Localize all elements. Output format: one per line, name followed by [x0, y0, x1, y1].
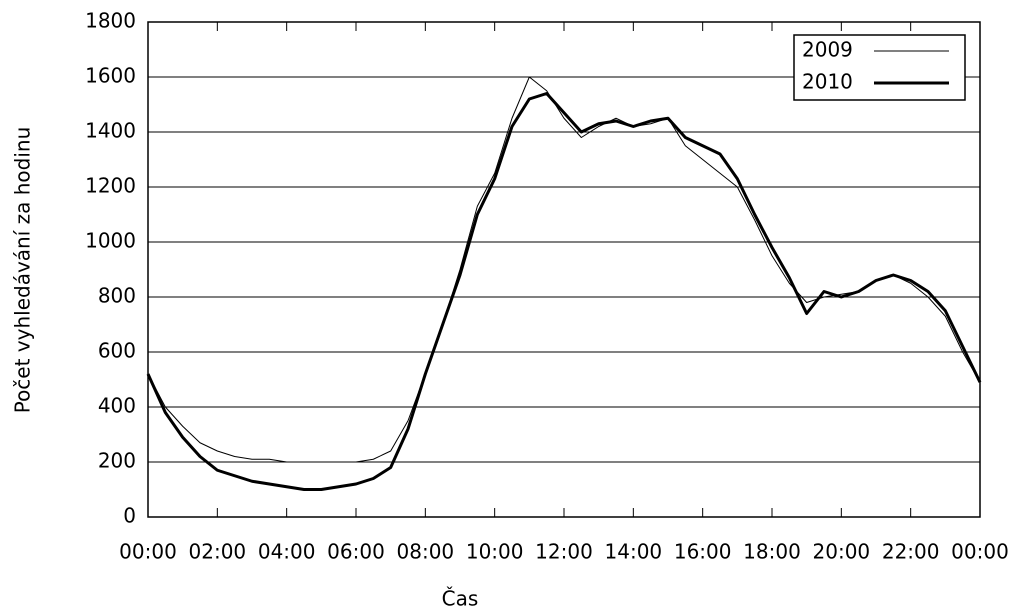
y-tick-label: 400: [98, 394, 136, 418]
x-tick-label: 12:00: [535, 540, 593, 564]
y-tick-label: 1400: [85, 119, 136, 143]
y-tick-label: 1800: [85, 9, 136, 33]
y-axis-label: Počet vyhledávání za hodinu: [11, 127, 35, 414]
legend-box: [793, 34, 966, 101]
y-tick-label: 600: [98, 339, 136, 363]
data-line: [146, 92, 982, 491]
y-tick-label: 200: [98, 449, 136, 473]
x-tick-label: 22:00: [882, 540, 940, 564]
x-tick-label: 20:00: [813, 540, 871, 564]
x-tick-label: 02:00: [189, 540, 247, 564]
x-tick-label: 10:00: [466, 540, 524, 564]
y-tick-label: 1200: [85, 174, 136, 198]
y-tick-label: 0: [123, 504, 136, 528]
x-tick-label: 08:00: [397, 540, 455, 564]
data-line: [147, 76, 981, 463]
x-tick-label: 14:00: [605, 540, 663, 564]
x-axis-label: Čas: [442, 587, 479, 611]
x-tick-label: 00:00: [119, 540, 177, 564]
y-tick-label: 1000: [85, 229, 136, 253]
x-tick-label: 18:00: [743, 540, 801, 564]
x-tick-label: 00:00: [951, 540, 1009, 564]
x-tick-label: 06:00: [327, 540, 385, 564]
x-tick-label: 04:00: [258, 540, 316, 564]
legend-label: 2009: [802, 38, 853, 62]
legend-label: 2010: [802, 70, 853, 94]
y-tick-label: 800: [98, 284, 136, 308]
plot-frame: [147, 21, 981, 518]
y-tick-label: 1600: [85, 64, 136, 88]
x-tick-label: 16:00: [674, 540, 732, 564]
